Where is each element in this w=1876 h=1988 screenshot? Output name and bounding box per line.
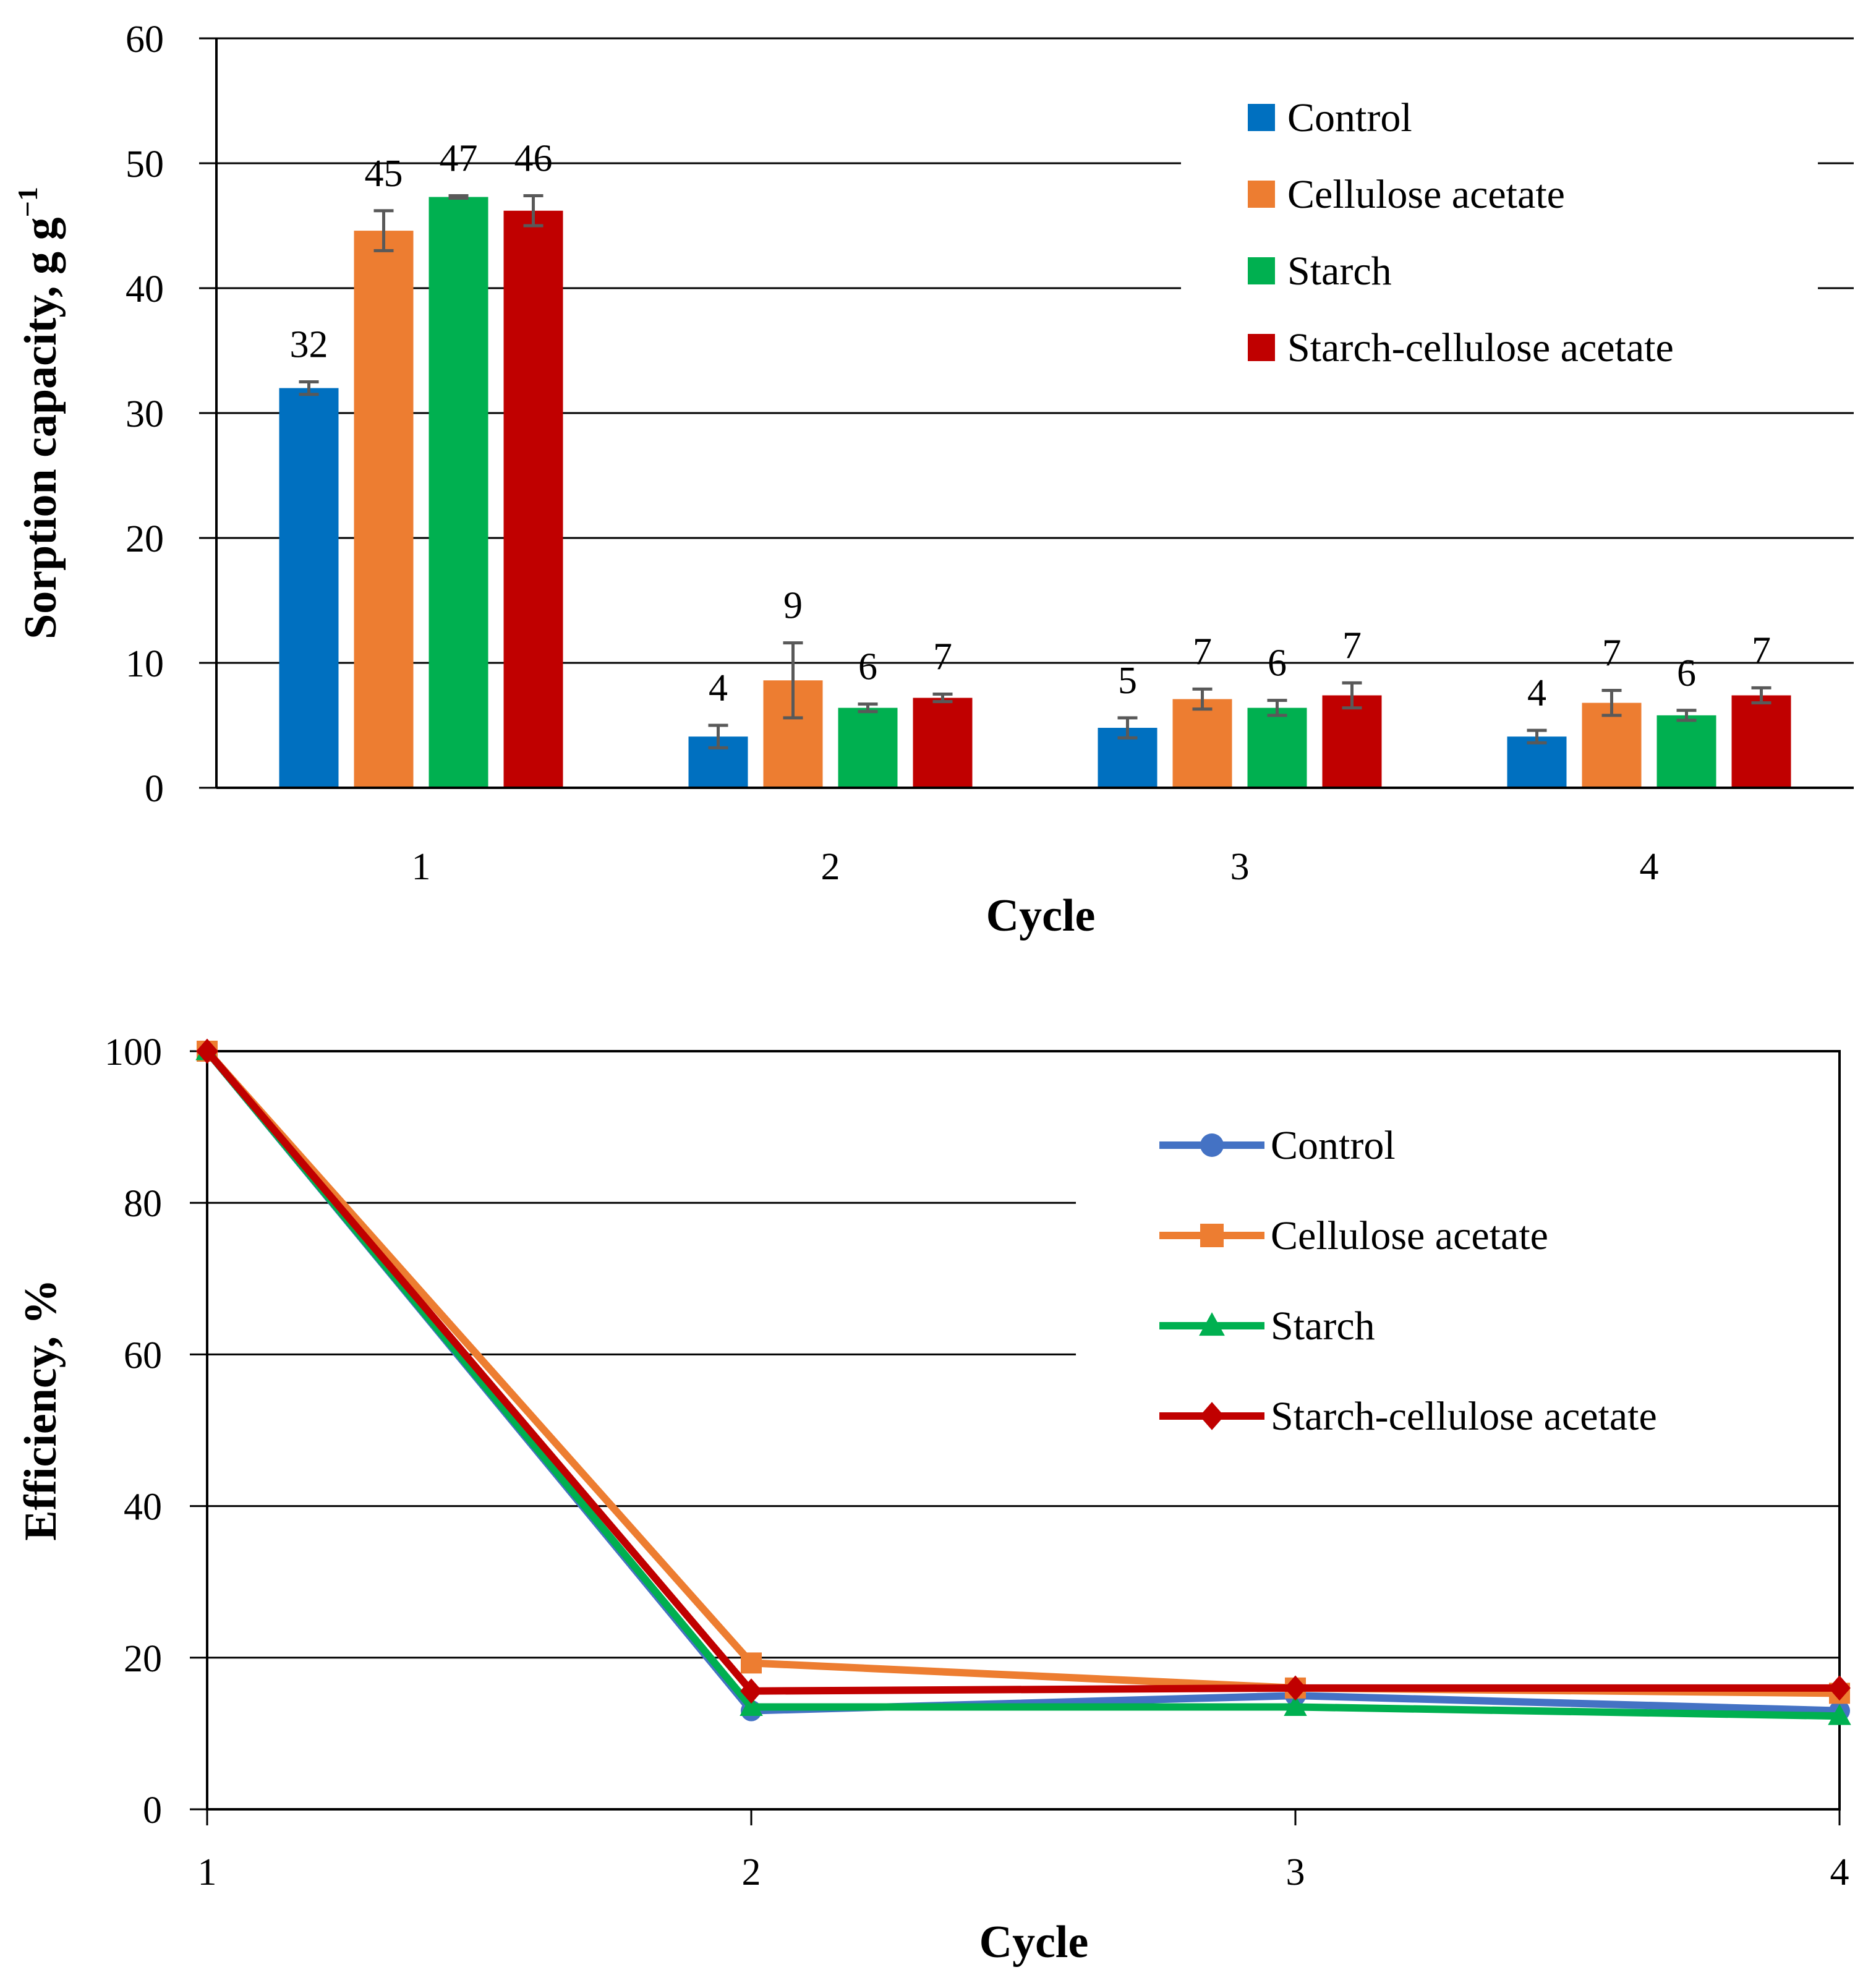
bar-starch-cycle-1 xyxy=(428,197,488,788)
bar-legend-swatch-cellulose-acetate xyxy=(1248,181,1275,208)
bar-data-label: 6 xyxy=(1677,652,1696,694)
line-starch-cellulose-acetate xyxy=(204,1049,1840,1695)
bar-gridlines xyxy=(199,37,1854,789)
bar-legend-label-cellulose-acetate: Cellulose acetate xyxy=(1287,172,1565,217)
line-x-axis-title: Cycle xyxy=(979,1917,1089,1968)
line-point-starch-cycle-2 xyxy=(740,1694,763,1716)
bar-y-tick-label: 40 xyxy=(126,268,164,310)
bar-x-tick-label: 1 xyxy=(412,846,431,888)
bar-data-label: 7 xyxy=(1752,629,1771,672)
bar-legend-swatch-control xyxy=(1248,104,1275,131)
line-point-starch-cellulose-acetate-cycle-2 xyxy=(740,1678,762,1704)
bar-x-tick-labels: 1 2 3 4 xyxy=(412,846,1659,888)
line-y-tick-labels: 0 20 40 60 80 100 xyxy=(104,1031,162,1832)
line-point-cellulose-acetate-cycle-2 xyxy=(741,1652,762,1674)
line-legend-label-cellulose-acetate: Cellulose acetate xyxy=(1271,1213,1548,1258)
line-legend-marker-starch-cellulose-acetate xyxy=(1200,1402,1224,1430)
bar-data-label: 7 xyxy=(1193,631,1212,673)
bar-data-label: 46 xyxy=(514,138,553,180)
bar-cellulose-acetate-cycle-4 xyxy=(1582,702,1642,788)
bar-x-tick-label: 4 xyxy=(1640,846,1659,888)
bar-data-label: 7 xyxy=(1342,625,1362,667)
bar-data-label: 5 xyxy=(1118,660,1137,702)
line-legend-marker-cellulose-acetate xyxy=(1200,1224,1224,1247)
bar-bars xyxy=(279,197,1791,788)
line-x-tick-labels: 1 2 3 4 xyxy=(198,1851,1849,1893)
bar-x-tick-label: 3 xyxy=(1230,846,1250,888)
bar-data-label: 4 xyxy=(1527,672,1546,714)
line-x-tick-label: 3 xyxy=(1286,1851,1305,1893)
line-y-tick-label: 60 xyxy=(124,1334,162,1376)
bar-axes xyxy=(215,38,1854,789)
line-y-tick-label: 80 xyxy=(124,1183,162,1225)
bar-y-tick-label: 0 xyxy=(145,768,164,810)
bar-error-bars xyxy=(299,194,1772,749)
bar-data-label: 6 xyxy=(858,646,877,688)
line-point-starch-cellulose-acetate-cycle-4 xyxy=(1828,1675,1851,1701)
line-legend-label-control: Control xyxy=(1271,1123,1396,1168)
bar-legend-swatch-starch xyxy=(1248,257,1275,284)
bar-y-tick-label: 60 xyxy=(126,19,164,61)
bar-cellulose-acetate-cycle-1 xyxy=(354,231,414,788)
bar-data-label: 7 xyxy=(933,636,952,678)
line-y-tick-label: 20 xyxy=(124,1638,162,1680)
bar-legend: Control Cellulose acetate Starch Starch-cel… xyxy=(1248,95,1674,370)
bar-starch-cellulose-acetate-cycle-3 xyxy=(1322,695,1382,788)
line-legend-marker-starch xyxy=(1199,1312,1225,1336)
bar-data-label: 6 xyxy=(1268,642,1287,685)
bar-data-label: 7 xyxy=(1602,632,1621,674)
bar-data-label: 45 xyxy=(365,153,403,195)
bar-starch-cellulose-acetate-cycle-4 xyxy=(1731,695,1791,788)
bar-x-tick-label: 2 xyxy=(821,846,840,888)
bar-cellulose-acetate-cycle-3 xyxy=(1172,699,1232,788)
bar-y-axis-title: Sorption capacity, g g−1 xyxy=(12,187,66,639)
bar-control-cycle-1 xyxy=(279,388,339,788)
line-legend-label-starch: Starch xyxy=(1271,1303,1375,1349)
line-point-starch-cellulose-acetate-cycle-3 xyxy=(1284,1675,1307,1701)
line-x-tick-label: 2 xyxy=(742,1851,761,1893)
bar-data-label: 4 xyxy=(709,667,728,709)
bar-data-label: 32 xyxy=(290,324,328,366)
line-plot-frame xyxy=(206,1050,1841,1811)
bar-legend-swatch-starch-cellulose-acetate xyxy=(1248,334,1275,361)
line-legend: Control Cellulose acetate Starch Starch-cel… xyxy=(1159,1123,1657,1439)
bar-y-tick-label: 50 xyxy=(126,143,164,186)
line-y-tick-label: 40 xyxy=(124,1487,162,1529)
line-cellulose-acetate xyxy=(204,1049,1840,1697)
bar-data-label: 9 xyxy=(783,585,803,627)
bar-y-tick-label: 20 xyxy=(126,518,164,560)
bar-legend-label-starch: Starch xyxy=(1287,249,1392,294)
line-point-starch-cycle-3 xyxy=(1284,1694,1307,1716)
line-y-tick-label: 0 xyxy=(143,1790,162,1832)
bar-starch-cellulose-acetate-cycle-2 xyxy=(913,698,973,788)
bar-y-tick-label: 10 xyxy=(126,643,164,685)
line-legend-marker-control xyxy=(1200,1133,1224,1157)
line-control xyxy=(204,1049,1840,1715)
bar-legend-label-control: Control xyxy=(1287,95,1412,140)
line-chart: 0 20 40 60 80 100 1 2 3 4 Cycle Efficiency, % Co… xyxy=(15,1031,1851,1968)
line-y-axis-title: Efficiency, % xyxy=(15,1279,66,1540)
line-series xyxy=(195,1038,1851,1725)
bar-y-tick-label: 30 xyxy=(126,393,164,435)
line-x-tick-label: 4 xyxy=(1830,1851,1849,1893)
line-point-starch-cycle-4 xyxy=(1828,1704,1851,1725)
bar-control-cycle-4 xyxy=(1507,736,1567,788)
bar-starch-cellulose-acetate-cycle-1 xyxy=(503,210,563,788)
bar-legend-label-starch-cellulose-acetate: Starch-cellulose acetate xyxy=(1287,325,1674,370)
bar-starch-cycle-3 xyxy=(1247,707,1307,788)
line-y-tick-label: 100 xyxy=(104,1031,162,1073)
bar-starch-cycle-4 xyxy=(1656,715,1716,788)
line-starch xyxy=(204,1049,1840,1720)
line-legend-label-starch-cellulose-acetate: Starch-cellulose acetate xyxy=(1271,1394,1657,1439)
bar-x-axis-title: Cycle xyxy=(986,890,1096,941)
line-x-tick-label: 1 xyxy=(198,1851,217,1893)
bar-starch-cycle-2 xyxy=(838,707,898,788)
bar-data-label: 47 xyxy=(440,138,478,180)
bar-y-tick-labels: 0 10 20 30 40 50 60 xyxy=(126,19,164,810)
line-point-starch-cellulose-acetate-cycle-1 xyxy=(196,1038,218,1064)
